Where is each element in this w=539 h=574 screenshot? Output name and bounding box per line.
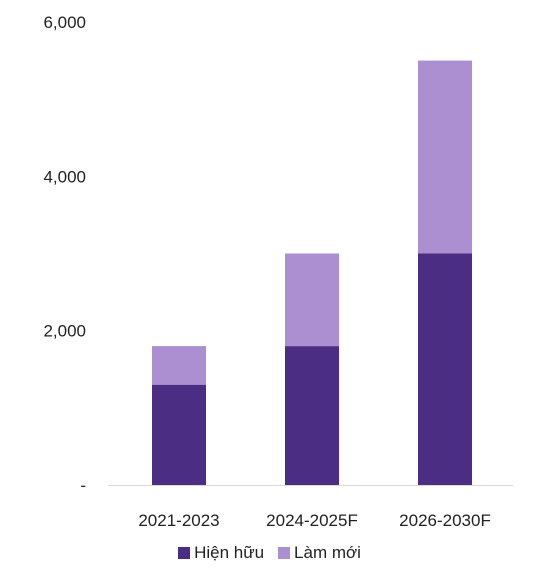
bar-existing (285, 346, 339, 485)
legend-label: Làm mới (294, 543, 361, 562)
bars (152, 60, 472, 485)
legend-swatch (278, 547, 291, 559)
bar-renewal (152, 346, 206, 385)
legend: Hiện hữu Làm mới (0, 543, 539, 563)
legend-label: Hiện hữu (194, 543, 265, 562)
y-tick-label: 6,000 (43, 13, 86, 32)
y-tick-label: - (80, 476, 86, 495)
bar-existing (418, 253, 472, 485)
legend-swatch (178, 547, 191, 559)
x-tick-label: 2026-2030F (399, 511, 491, 530)
y-tick-label: 4,000 (43, 167, 86, 186)
x-tick-label: 2024-2025F (266, 511, 358, 530)
bar-renewal (285, 253, 339, 347)
legend-item: Hiện hữu (178, 543, 264, 563)
y-axis-ticks: - 2,000 4,000 6,000 (43, 13, 86, 495)
bar-existing (152, 384, 206, 485)
bar-renewal (418, 60, 472, 254)
x-axis-labels: 2021-2023 2024-2025F 2026-2030F (138, 511, 491, 530)
y-tick-label: 2,000 (43, 322, 86, 341)
x-tick-label: 2021-2023 (138, 511, 219, 530)
legend-item: Làm mới (278, 543, 361, 563)
